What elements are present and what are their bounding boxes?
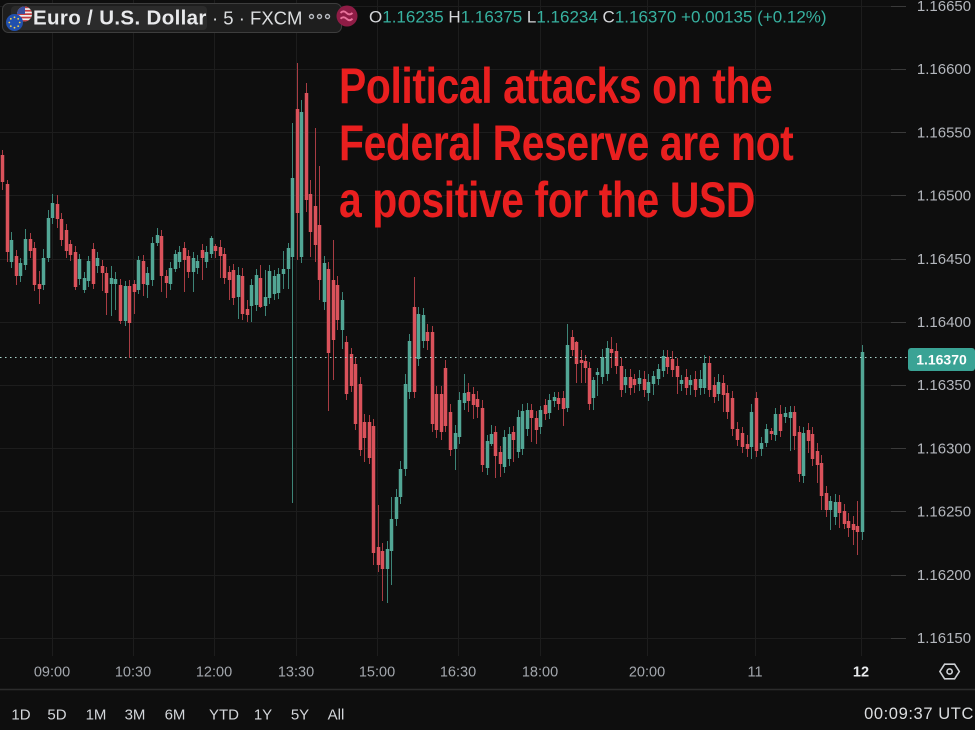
svg-text:5Y: 5Y xyxy=(291,707,309,724)
svg-text:20:00: 20:00 xyxy=(629,665,665,681)
svg-text:1.16150: 1.16150 xyxy=(917,630,971,647)
svg-text:3M: 3M xyxy=(125,707,146,724)
svg-text:1.16400: 1.16400 xyxy=(917,314,971,331)
svg-text:· 5 · FXCM: · 5 · FXCM xyxy=(212,8,302,29)
svg-text:09:00: 09:00 xyxy=(34,665,70,681)
svg-text:All: All xyxy=(328,707,345,724)
svg-text:1M: 1M xyxy=(86,707,107,724)
svg-text:12: 12 xyxy=(853,665,869,681)
svg-text:1.16450: 1.16450 xyxy=(917,251,971,268)
svg-text:1.16600: 1.16600 xyxy=(917,61,971,78)
svg-text:1.16250: 1.16250 xyxy=(917,504,971,521)
svg-text:Euro / U.S. Dollar: Euro / U.S. Dollar xyxy=(33,7,207,30)
svg-text:1.16300: 1.16300 xyxy=(917,440,971,457)
svg-text:YTD: YTD xyxy=(209,707,239,724)
svg-text:00:09:37 UTC: 00:09:37 UTC xyxy=(864,705,974,723)
svg-text:11: 11 xyxy=(747,665,762,681)
svg-text:O1.16235 H1.16375 L1.16234 C1.: O1.16235 H1.16375 L1.16234 C1.16370 +0.0… xyxy=(369,8,827,27)
svg-text:15:00: 15:00 xyxy=(359,665,395,681)
svg-text:1Y: 1Y xyxy=(254,707,272,724)
svg-text:5D: 5D xyxy=(47,707,66,724)
svg-text:1.16500: 1.16500 xyxy=(917,188,971,205)
svg-text:1.16650: 1.16650 xyxy=(917,0,971,15)
svg-text:1.16200: 1.16200 xyxy=(917,567,971,584)
svg-text:1.16350: 1.16350 xyxy=(917,377,971,394)
svg-text:1D: 1D xyxy=(11,707,30,724)
svg-text:18:00: 18:00 xyxy=(522,665,558,681)
svg-text:13:30: 13:30 xyxy=(278,665,314,681)
svg-text:12:00: 12:00 xyxy=(196,665,232,681)
svg-text:1.16550: 1.16550 xyxy=(917,124,971,141)
svg-text:16:30: 16:30 xyxy=(440,665,476,681)
svg-text:1.16370: 1.16370 xyxy=(916,352,967,368)
svg-text:10:30: 10:30 xyxy=(115,665,151,681)
svg-text:6M: 6M xyxy=(165,707,186,724)
